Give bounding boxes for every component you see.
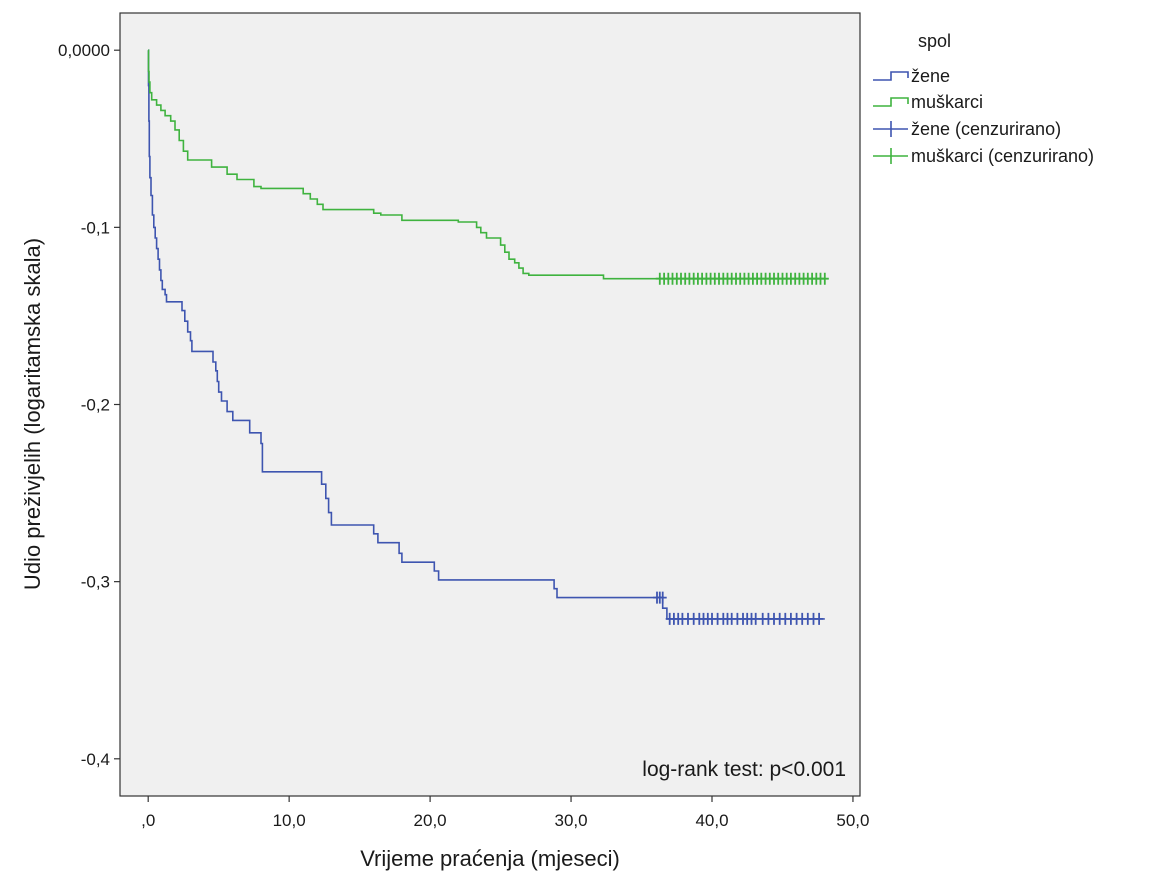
censor-mark bbox=[820, 272, 829, 285]
y-tick-label: -0,4 bbox=[81, 750, 110, 769]
legend-swatch-step bbox=[873, 71, 909, 81]
censor-marks-zene bbox=[653, 591, 824, 625]
plot-area bbox=[119, 12, 861, 797]
y-axis: 0,0000 -0,1 -0,2 -0,3 -0,4 bbox=[58, 41, 120, 769]
log-rank-annotation: log-rank test: p<0.001 bbox=[642, 758, 846, 781]
series-line-muskarci bbox=[147, 49, 825, 280]
legend-entry-2: žene (cenzurirano) bbox=[873, 119, 1061, 139]
censor-marks-muskarci bbox=[655, 272, 829, 285]
legend-entry-1: muškarci bbox=[873, 92, 983, 112]
x-tick-label: 30,0 bbox=[555, 811, 588, 830]
legend: spol žene muškarci žene (cenzurirano) muška… bbox=[873, 31, 1094, 166]
x-tick-label: 40,0 bbox=[695, 811, 728, 830]
series-layer bbox=[147, 49, 829, 625]
legend-title: spol bbox=[918, 31, 951, 51]
y-tick-label: -0,3 bbox=[81, 573, 110, 592]
y-tick-label: -0,1 bbox=[81, 218, 110, 237]
legend-entry-0: žene bbox=[873, 66, 950, 86]
legend-entry-3: muškarci (cenzurirano) bbox=[873, 146, 1094, 166]
x-axis: ,0 10,0 20,0 30,0 40,0 50,0 bbox=[141, 796, 869, 830]
legend-label: muškarci (cenzurirano) bbox=[911, 146, 1094, 166]
x-tick-label: 50,0 bbox=[836, 811, 869, 830]
legend-label: žene (cenzurirano) bbox=[911, 119, 1061, 139]
x-tick-label: 10,0 bbox=[273, 811, 306, 830]
y-tick-label: 0,0000 bbox=[58, 41, 110, 60]
y-axis-title: Udio preživjelih (logaritamska skala) bbox=[20, 238, 45, 590]
censor-mark bbox=[815, 612, 824, 625]
series-line-zene bbox=[147, 49, 825, 620]
censor-mark bbox=[751, 612, 760, 625]
x-tick-label: 20,0 bbox=[414, 811, 447, 830]
legend-swatch-censor bbox=[873, 148, 908, 164]
censor-mark bbox=[658, 591, 667, 604]
y-tick-label: -0,2 bbox=[81, 396, 110, 415]
legend-swatch-censor bbox=[873, 121, 908, 137]
x-axis-title: Vrijeme praćenja (mjeseci) bbox=[360, 846, 620, 871]
x-tick-label: ,0 bbox=[141, 811, 155, 830]
legend-label: žene bbox=[911, 66, 950, 86]
legend-swatch-step bbox=[873, 97, 909, 107]
legend-label: muškarci bbox=[911, 92, 983, 112]
